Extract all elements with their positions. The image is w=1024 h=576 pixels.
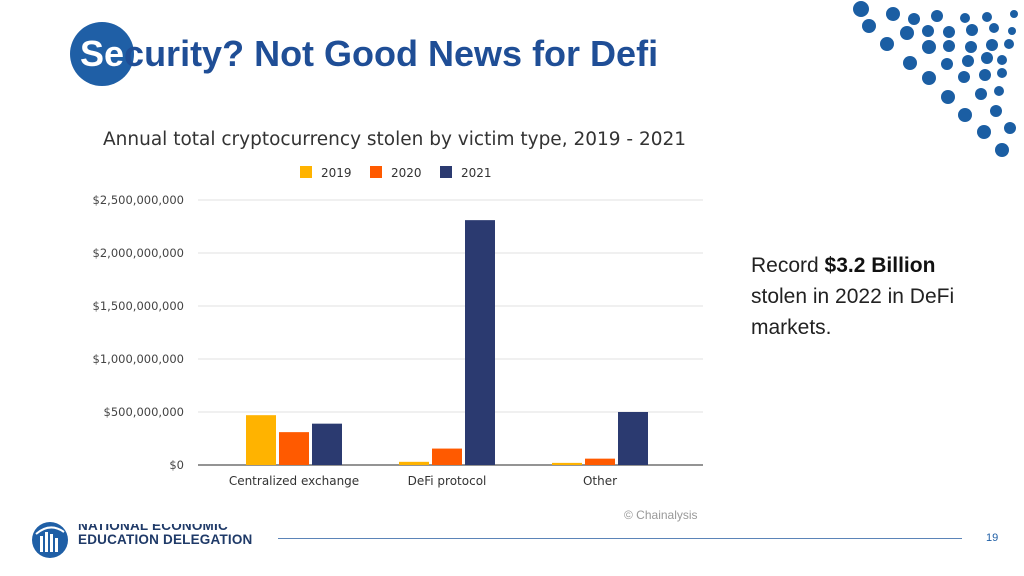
decor-dot [943, 26, 955, 38]
legend-label-2020: 2020 [391, 166, 422, 180]
logo-line-2: EDUCATION DELEGATION [78, 532, 253, 547]
decor-dot [922, 25, 934, 37]
bar-2021-1 [465, 220, 495, 465]
legend-label-2019: 2019 [321, 166, 352, 180]
corner-dot-pattern [853, 1, 1018, 157]
decor-dot [965, 41, 977, 53]
x-axis-tick-labels: Centralized exchange DeFi protocol Other [229, 474, 617, 488]
decor-dot [966, 24, 978, 36]
x-tick-label: Other [583, 474, 617, 488]
decor-dot [943, 40, 955, 52]
y-tick-label: $500,000,000 [104, 405, 184, 419]
callout-pre: Record [751, 254, 825, 277]
decor-dot [1004, 39, 1014, 49]
chart-title: Annual total cryptocurrency stolen by vi… [103, 129, 686, 150]
bar-2020-1 [432, 448, 462, 465]
bar-2020-2 [585, 458, 615, 465]
page-number: 19 [986, 532, 999, 544]
decor-dot [990, 105, 1002, 117]
legend-swatch-2019 [300, 166, 312, 178]
footer-divider [278, 538, 962, 539]
title-circle-decoration [70, 22, 134, 86]
decor-dot [903, 56, 917, 70]
bar-2021-2 [618, 412, 648, 465]
decor-dot [908, 13, 920, 25]
decor-dot [931, 10, 943, 22]
decor-dot [886, 7, 900, 21]
y-tick-label: $2,000,000,000 [93, 246, 184, 260]
decor-dot [994, 86, 1004, 96]
decor-dot [958, 108, 972, 122]
bar-2020-0 [279, 432, 309, 465]
decor-dot [975, 88, 987, 100]
legend-swatch-2020 [370, 166, 382, 178]
decor-dot [982, 12, 992, 22]
decor-dot [977, 125, 991, 139]
chart-source-label: © Chainalysis [624, 508, 698, 522]
decor-dot [981, 52, 993, 64]
y-tick-label: $2,500,000,000 [93, 193, 184, 207]
bar-2021-0 [312, 423, 342, 465]
chart-legend: 2019 2020 2021 [300, 166, 492, 180]
decor-dot [1008, 27, 1016, 35]
decor-dot [997, 68, 1007, 78]
legend-label-2021: 2021 [461, 166, 492, 180]
slide-title-rest: curity? Not Good News for Defi [124, 33, 659, 74]
decor-dot [995, 143, 1009, 157]
y-tick-label: $1,000,000,000 [93, 352, 184, 366]
x-tick-label: Centralized exchange [229, 474, 359, 488]
legend-swatch-2021 [440, 166, 452, 178]
decor-dot [862, 19, 876, 33]
decor-dot [922, 71, 936, 85]
decor-dot [958, 71, 970, 83]
x-tick-label: DeFi protocol [408, 474, 487, 488]
y-tick-label: $0 [169, 458, 184, 472]
callout-post: stolen in 2022 in DeFi markets. [751, 285, 955, 339]
globe-logo-icon [32, 522, 68, 558]
decor-dot [900, 26, 914, 40]
decor-dot [960, 13, 970, 23]
decor-dot [941, 58, 953, 70]
decor-dot [989, 23, 999, 33]
bar-chart: Annual total cryptocurrency stolen by vi… [93, 129, 703, 522]
slide-title: Security? Not Good News for Defi [80, 28, 658, 80]
decor-dot [1010, 10, 1018, 18]
decor-dot [880, 37, 894, 51]
decor-dot [853, 1, 869, 17]
callout-text: Record $3.2 Billion stolen in 2022 in DeF… [751, 250, 971, 343]
bar-2019-0 [246, 415, 276, 465]
logo-text: NATIONAL ECONOMIC EDUCATION DELEGATION [78, 524, 253, 547]
slide-title-prefix: Se [80, 33, 125, 74]
decor-dot [986, 39, 998, 51]
decor-dot [941, 90, 955, 104]
decor-dot [979, 69, 991, 81]
callout-bold-amount: $3.2 Billion [824, 254, 936, 277]
logo-line-1: NATIONAL ECONOMIC [78, 524, 228, 532]
bar-2019-1 [399, 461, 429, 465]
decor-dot [922, 40, 936, 54]
decor-dot [997, 55, 1007, 65]
decor-dot [962, 55, 974, 67]
y-axis-tick-labels: $0 $500,000,000 $1,000,000,000 $1,500,000,0… [93, 193, 184, 472]
decor-dot [1004, 122, 1016, 134]
y-tick-label: $1,500,000,000 [93, 299, 184, 313]
chart-bars [246, 220, 648, 465]
bar-2019-2 [552, 462, 582, 465]
